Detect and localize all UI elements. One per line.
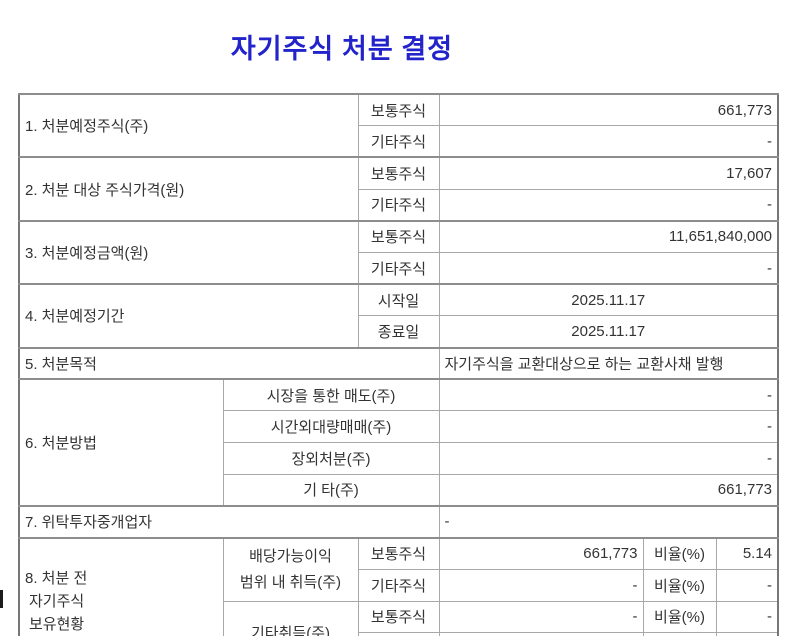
- period-start-label: 시작일: [357, 283, 440, 317]
- table-row: 장외처분(주) -: [19, 442, 779, 475]
- method-market-sale-label: 시장을 통한 매도(주): [222, 378, 440, 412]
- planned-amount-other-value: -: [438, 251, 779, 285]
- broker-label: 7. 위탁투자중개업자: [18, 504, 440, 539]
- purpose-value: 자기주식을 교환대상으로 하는 교환사채 발행: [438, 346, 779, 380]
- holdings-label-line: 자기주식: [29, 592, 85, 610]
- holdings-dividend-other-value: -: [438, 568, 644, 602]
- share-price-common-value: 17,607: [438, 156, 779, 190]
- table-row: 기타주식 -: [19, 251, 779, 285]
- table-row: 기타주식 - 비율(%) -: [19, 632, 779, 636]
- purpose-label: 5. 처분목적: [18, 346, 440, 380]
- period-end-value: 2025.11.17: [438, 315, 779, 348]
- planned-shares-label: 1. 처분예정주식(주): [18, 92, 359, 158]
- planned-amount-other-type: 기타주식: [357, 251, 440, 285]
- holdings-dividend-common-value: 661,773: [438, 536, 644, 570]
- table-row: 8. 처분 전 자기주식 보유현황 배당가능이익 범위 내 취득(주) 보통주식…: [18, 536, 779, 636]
- method-market-sale-value: -: [438, 378, 779, 412]
- share-price-label: 2. 처분 대상 주식가격(원): [18, 156, 359, 222]
- period-end-label: 종료일: [357, 315, 440, 348]
- method-block-trade-label: 시간외대량매매(주): [222, 410, 440, 444]
- holdings-etc-common-value: -: [438, 600, 644, 634]
- planned-shares-other-type: 기타주식: [357, 125, 440, 158]
- planned-shares-common-value: 661,773: [438, 93, 779, 127]
- table-row: 7. 위탁투자중개업자 -: [18, 504, 779, 539]
- holdings-dividend-group-label: 배당가능이익 범위 내 취득(주): [222, 536, 359, 602]
- holdings-dividend-other-type: 기타주식: [357, 568, 440, 602]
- share-price-other-type: 기타주식: [357, 188, 440, 222]
- broker-value: -: [438, 504, 779, 539]
- holdings-dividend-common-type: 보통주식: [357, 536, 440, 570]
- planned-shares-other-value: -: [438, 125, 779, 158]
- holdings-label-line: 보유현황: [29, 615, 85, 633]
- method-label: 6. 처분방법: [18, 378, 224, 507]
- table-row: 시간외대량매매(주) -: [19, 410, 779, 444]
- method-otc-value: -: [438, 442, 779, 475]
- method-etc-label: 기 타(주): [222, 473, 440, 507]
- holdings-dividend-group-label-line: 범위 내 취득(주): [239, 573, 342, 591]
- left-edge-artifact: [0, 590, 3, 608]
- document-title: 자기주식 처분 결정: [230, 34, 454, 64]
- method-etc-value: 661,773: [438, 473, 779, 507]
- holdings-label: 8. 처분 전 자기주식 보유현황: [18, 536, 224, 636]
- treasury-stock-disposal-table: 1. 처분예정주식(주) 보통주식 661,773 기타주식 - 2. 처분 대…: [18, 92, 780, 636]
- planned-amount-common-value: 11,651,840,000: [438, 219, 779, 253]
- holdings-etc-group-label: 기타취득(주): [222, 600, 359, 636]
- share-price-common-type: 보통주식: [357, 156, 440, 190]
- holdings-dividend-group-label-line: 배당가능이익: [249, 547, 332, 565]
- planned-amount-label: 3. 처분예정금액(원): [18, 219, 359, 285]
- table-row: 4. 처분예정기간 시작일 2025.11.17: [18, 283, 779, 349]
- method-otc-label: 장외처분(주): [222, 442, 440, 475]
- planned-amount-common-type: 보통주식: [357, 219, 440, 253]
- method-block-trade-value: -: [438, 410, 779, 444]
- share-price-other-value: -: [438, 188, 779, 222]
- period-label: 4. 처분예정기간: [18, 283, 359, 349]
- holdings-dividend-common-ratio-value: 5.14: [715, 536, 779, 570]
- holdings-dividend-other-ratio-label: 비율(%): [642, 568, 717, 602]
- table-row: 종료일 2025.11.17: [19, 315, 779, 348]
- planned-shares-common-type: 보통주식: [357, 93, 440, 127]
- holdings-dividend-common-ratio-label: 비율(%): [642, 536, 717, 570]
- table-row: 3. 처분예정금액(원) 보통주식 11,651,840,000: [18, 219, 779, 285]
- table-row: 기타취득(주) 보통주식 - 비율(%) -: [19, 600, 779, 636]
- table-row: 6. 처분방법 시장을 통한 매도(주) -: [18, 378, 779, 507]
- table-row: 5. 처분목적 자기주식을 교환대상으로 하는 교환사채 발행: [18, 346, 779, 380]
- holdings-etc-common-type: 보통주식: [357, 600, 440, 634]
- holdings-etc-other-ratio-value: -: [715, 632, 779, 636]
- table-row: 1. 처분예정주식(주) 보통주식 661,773: [18, 92, 779, 158]
- holdings-dividend-other-ratio-value: -: [715, 568, 779, 602]
- table-row: 2. 처분 대상 주식가격(원) 보통주식 17,607: [18, 156, 779, 222]
- table-row: 기타주식 -: [19, 188, 779, 222]
- period-start-value: 2025.11.17: [438, 283, 779, 317]
- holdings-label-line: 8. 처분 전: [25, 569, 88, 587]
- holdings-etc-common-ratio-label: 비율(%): [642, 600, 717, 634]
- holdings-etc-common-ratio-value: -: [715, 600, 779, 634]
- table-row: 기 타(주) 661,773: [19, 473, 779, 507]
